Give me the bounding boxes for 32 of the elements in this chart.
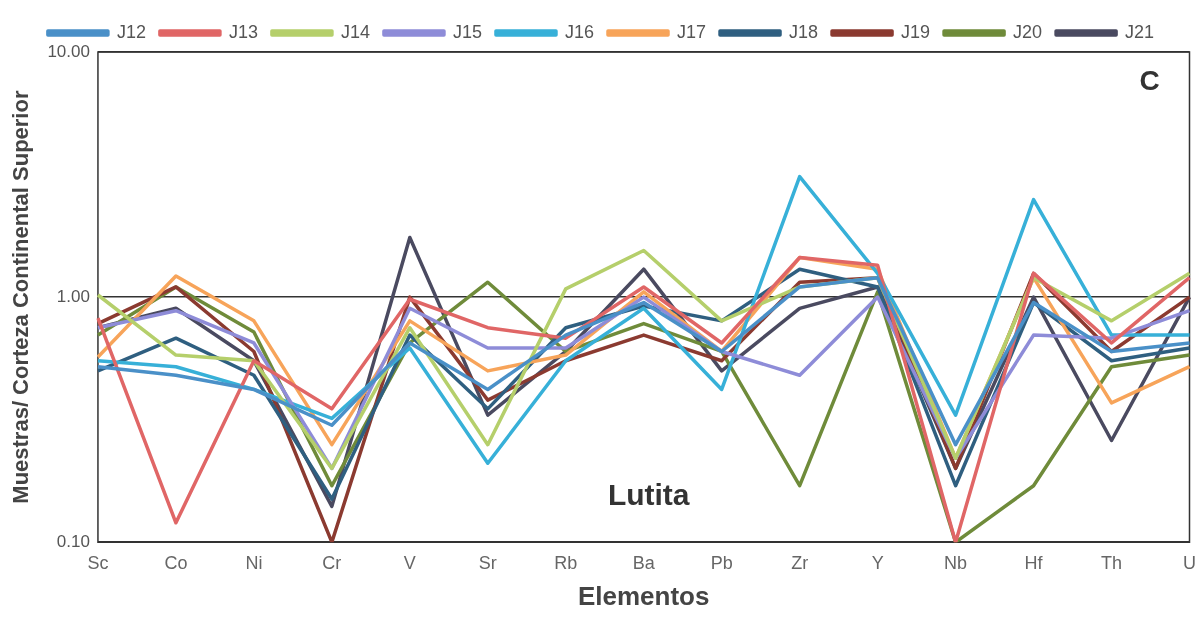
legend-label: J16 xyxy=(564,21,595,42)
x-tick-label: Zr xyxy=(791,552,809,573)
legend-label: J12 xyxy=(116,21,146,42)
annotation: Lutita xyxy=(607,478,690,512)
x-tick-label: Sc xyxy=(87,552,109,573)
legend-label: J19 xyxy=(901,21,931,42)
x-tick-label: U xyxy=(1183,552,1196,573)
legend-label: J18 xyxy=(789,21,819,42)
legend-label: J21 xyxy=(1125,21,1155,42)
x-tick-label: Hf xyxy=(1024,552,1044,573)
x-tick-label: Sr xyxy=(478,552,497,573)
annotation: C xyxy=(1139,64,1160,96)
legend-label: J15 xyxy=(452,21,482,42)
y-axis-title: Muestras/ Corteza Continental Superior xyxy=(8,90,34,504)
y-tick-label: 0.10 xyxy=(56,531,90,551)
legend-label: J17 xyxy=(677,21,707,42)
x-tick-label: Nb xyxy=(944,552,968,573)
legend-label: J20 xyxy=(1013,21,1043,42)
x-tick-label: Co xyxy=(164,552,188,573)
x-tick-label: Y xyxy=(871,552,884,573)
x-axis-title: Elementos xyxy=(577,580,710,611)
x-tick-label: Cr xyxy=(322,552,342,573)
y-tick-label: 10.00 xyxy=(47,41,90,61)
x-tick-label: Ni xyxy=(245,552,263,573)
x-tick-label: V xyxy=(403,552,416,573)
legend-label: J14 xyxy=(340,21,370,42)
y-tick-label: 1.00 xyxy=(56,286,90,306)
x-tick-label: Pb xyxy=(710,552,733,573)
legend-label: J13 xyxy=(228,21,258,42)
x-tick-label: Th xyxy=(1101,552,1123,573)
x-tick-label: Ba xyxy=(632,552,656,573)
x-tick-label: Rb xyxy=(554,552,578,573)
